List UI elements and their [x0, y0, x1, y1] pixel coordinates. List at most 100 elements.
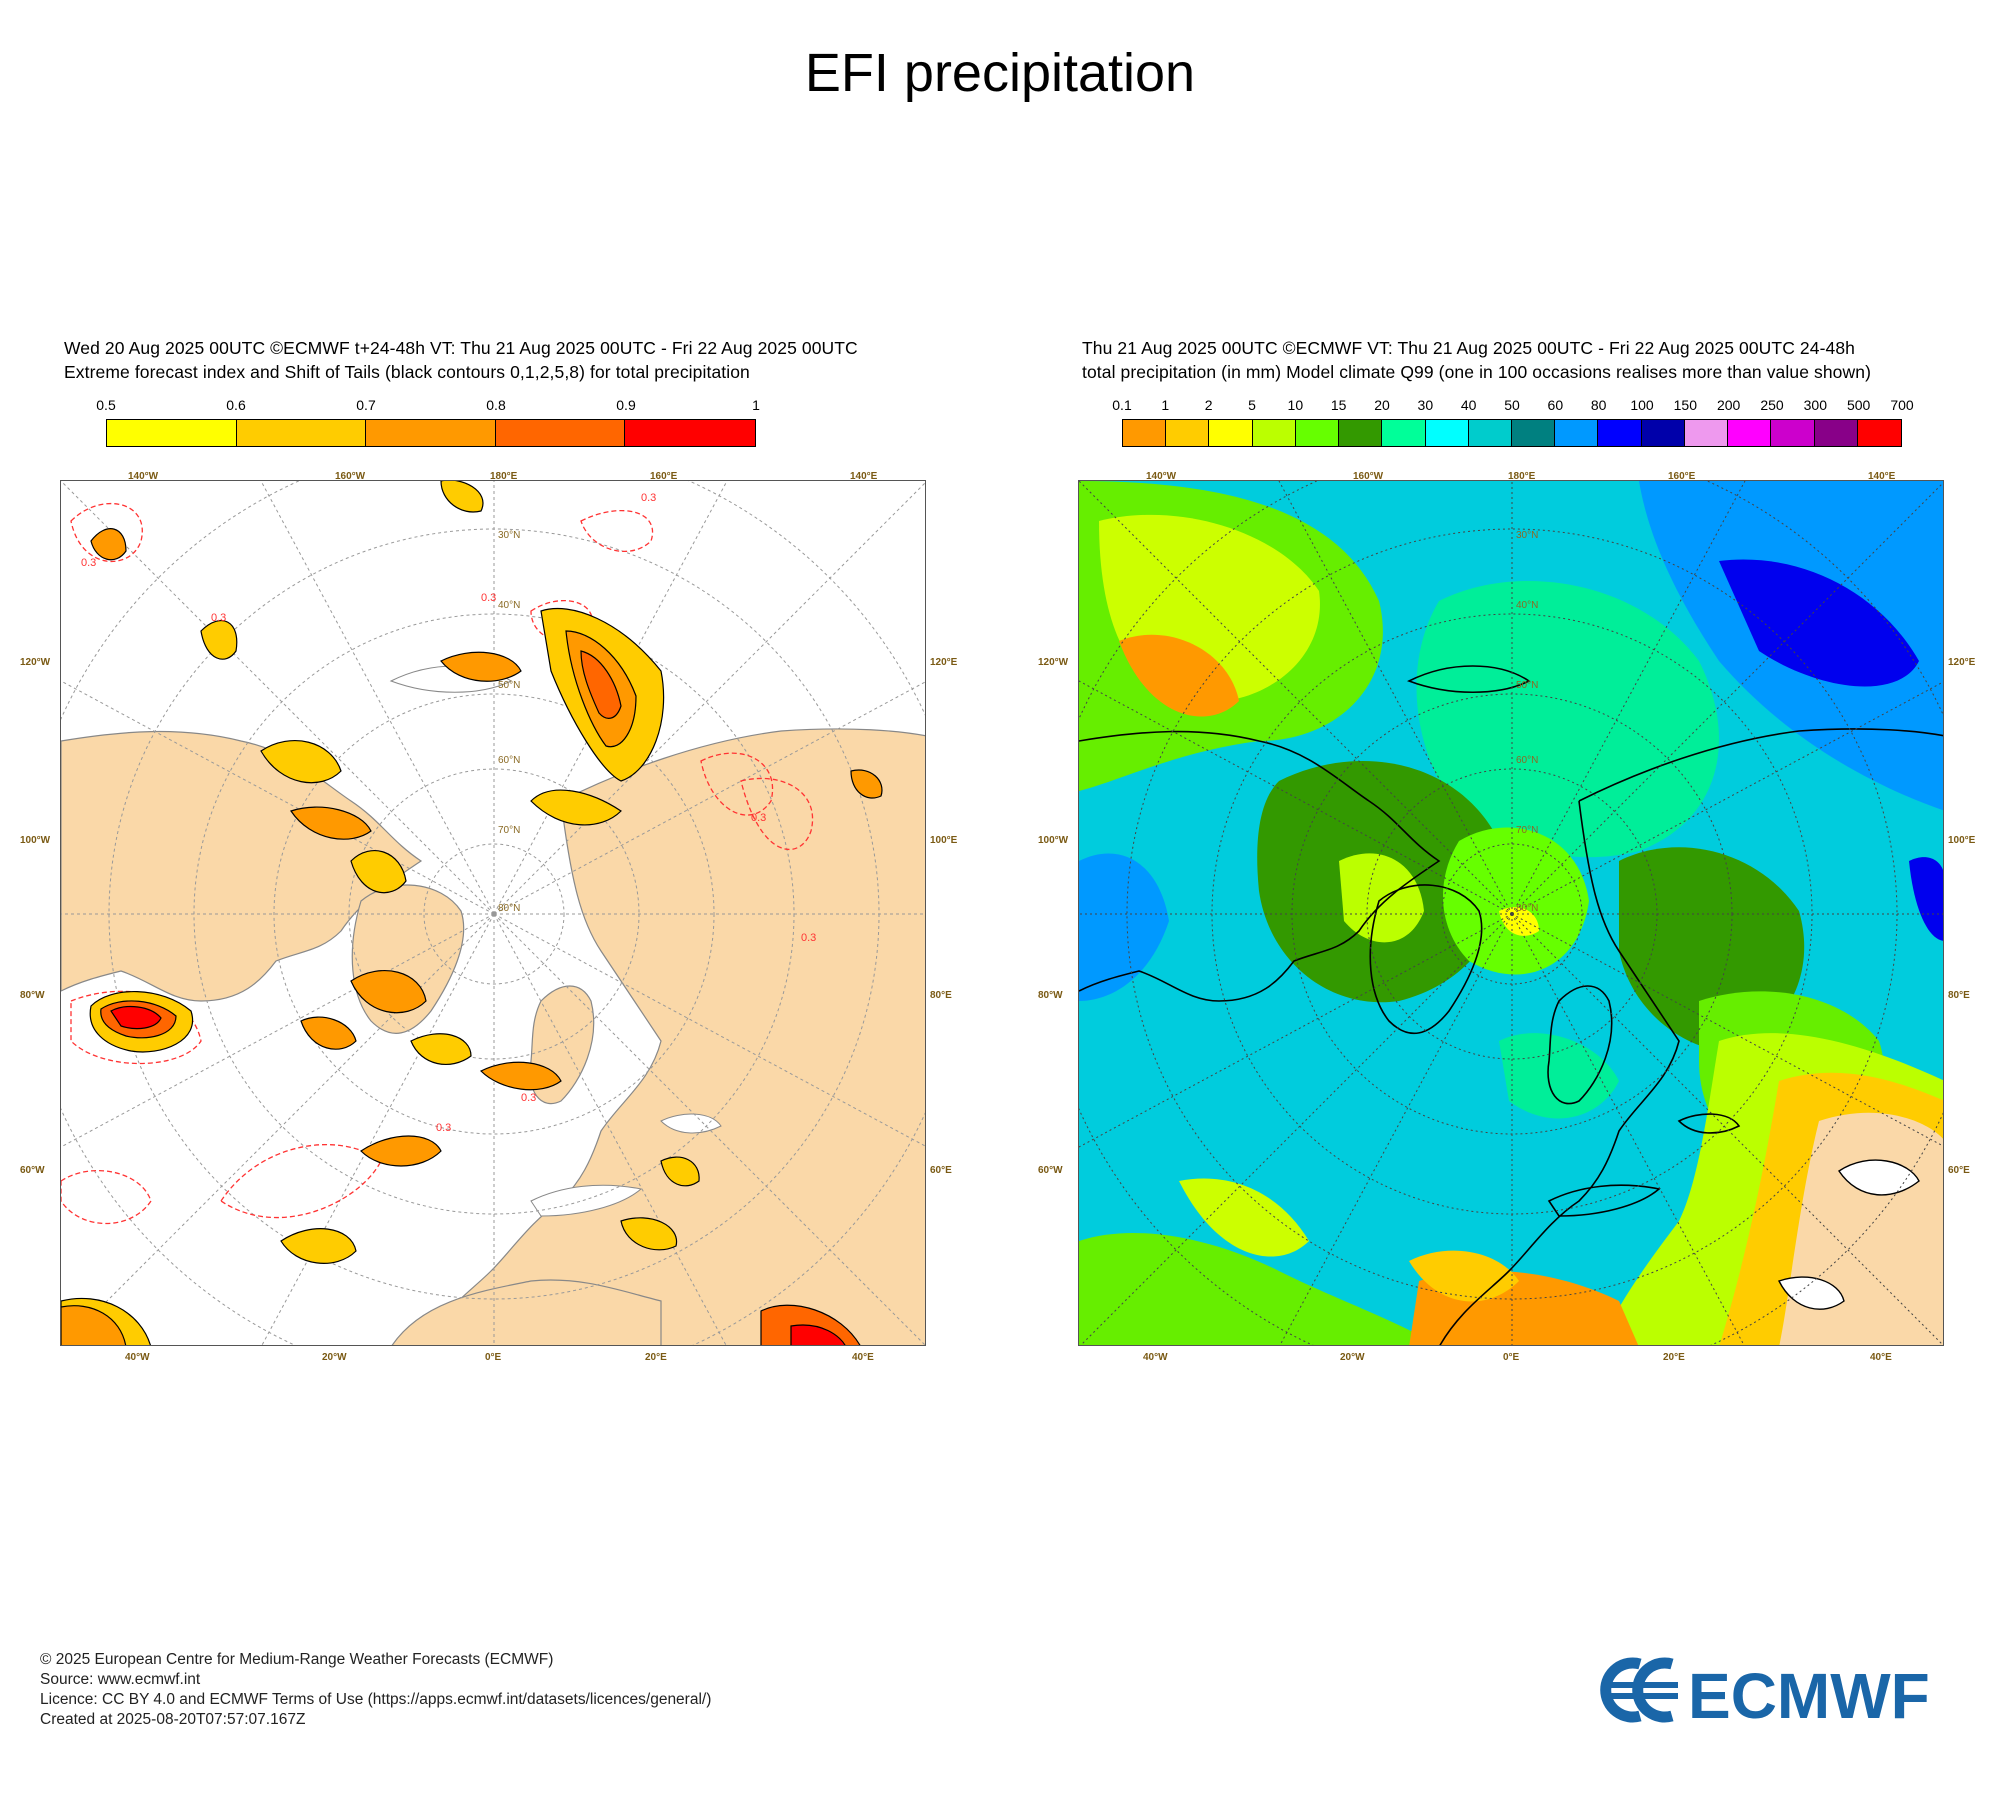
colorbar-cell: [1511, 420, 1556, 446]
contour-label: 0.3: [481, 592, 496, 604]
footer-source: Source: www.ecmwf.int: [40, 1671, 201, 1688]
colorbar-cell: [1555, 420, 1599, 446]
longitude-label: 40°E: [1870, 1352, 1892, 1363]
colorbar-cell: [495, 420, 626, 446]
precip-panel: Thu 21 Aug 2025 00UTC ©ECMWF VT: Thu 21 …: [1038, 335, 1975, 1363]
colorbar-label: 20: [1374, 397, 1390, 413]
ecmwf-logo: ECMWF: [1590, 1652, 1970, 1732]
precip-map: [1078, 480, 1944, 1346]
colorbar-label: 50: [1504, 397, 1520, 413]
contour-label: 0.3: [751, 812, 766, 824]
footer-copyright: © 2025 European Centre for Medium-Range …: [40, 1651, 554, 1668]
latitude-label: 30°N: [498, 530, 521, 541]
colorbar-cell: [1814, 420, 1858, 446]
longitude-label: 140°W: [128, 471, 159, 482]
colorbar-cell: [625, 420, 755, 446]
longitude-label: 160°E: [650, 471, 678, 482]
precip-colorbar: [1122, 419, 1902, 447]
colorbar-cell: [1166, 420, 1210, 446]
precip-colorbar-labels: 0.1 1 2 5 10 15 20 30 40 50 60 80 100 150 200 250 300 500…: [1112, 397, 1913, 415]
longitude-label: 40°W: [125, 1352, 150, 1363]
colorbar-cell: [1295, 420, 1340, 446]
colorbar-label: 0.6: [226, 397, 246, 413]
latitude-label: 70°N: [1516, 825, 1539, 836]
colorbar-label: 300: [1803, 397, 1828, 413]
colorbar-label: 40: [1460, 397, 1477, 413]
longitude-label: 20°W: [1340, 1352, 1365, 1363]
longitude-label: 60°E: [930, 1165, 952, 1176]
longitude-label: 80°E: [930, 990, 952, 1001]
colorbar-cell: [1468, 420, 1512, 446]
colorbar-cell: [1209, 420, 1253, 446]
latitude-label: 30°N: [1516, 530, 1539, 541]
latitude-label: 80°N: [1516, 903, 1539, 914]
longitude-label: 160°E: [1668, 471, 1696, 482]
colorbar-label: 700: [1890, 397, 1914, 413]
colorbar-label: 0.7: [356, 397, 376, 413]
colorbar-label: 10: [1287, 397, 1304, 413]
colorbar-label: 1: [1161, 397, 1170, 413]
latitude-label: 60°N: [1516, 755, 1539, 766]
colorbar-cell: [1339, 420, 1383, 446]
colorbar-cell: [1857, 420, 1901, 446]
longitude-label: 20°E: [645, 1352, 667, 1363]
colorbar-label: 0.8: [486, 397, 506, 413]
efi-map-graphic: 0.3 0.3 0.3 0.3 0.3 0.3 0.3 0.3: [61, 481, 925, 1345]
longitude-label: 140°W: [1146, 471, 1177, 482]
longitude-label: 180°E: [490, 471, 518, 482]
colorbar-label: 150: [1673, 397, 1698, 413]
longitude-label: 40°W: [1143, 1352, 1168, 1363]
efi-header-line2: Extreme forecast index and Shift of Tail…: [64, 362, 750, 382]
efi-colorbar: [106, 419, 756, 447]
colorbar-label: 500: [1846, 397, 1871, 413]
longitude-label: 160°W: [1353, 471, 1384, 482]
latitude-label: 60°N: [498, 755, 521, 766]
efi-colorbar-labels: 0.5 0.6 0.7 0.8 0.9 1: [96, 397, 760, 415]
ecmwf-logo-icon: ECMWF: [1600, 1657, 1930, 1732]
longitude-label: 180°E: [1508, 471, 1536, 482]
colorbar-label: 30: [1417, 397, 1434, 413]
longitude-label: 20°E: [1663, 1352, 1685, 1363]
longitude-label: 80°W: [1038, 990, 1063, 1001]
longitude-label: 100°E: [930, 835, 958, 846]
longitude-label: 40°E: [852, 1352, 874, 1363]
efi-header-line1: Wed 20 Aug 2025 00UTC ©ECMWF t+24-48h VT…: [64, 338, 858, 358]
colorbar-label: 2: [1204, 397, 1213, 413]
precip-header-line2: total precipitation (in mm) Model climat…: [1082, 362, 1872, 382]
colorbar-label: 15: [1330, 397, 1347, 413]
efi-map: 0.3 0.3 0.3 0.3 0.3 0.3 0.3 0.3: [60, 480, 926, 1346]
colorbar-cell: [1382, 420, 1426, 446]
colorbar-label: 1: [752, 397, 760, 413]
longitude-label: 100°W: [20, 835, 51, 846]
longitude-label: 60°W: [20, 1165, 45, 1176]
colorbar-label: 100: [1630, 397, 1654, 413]
colorbar-cell: [1598, 420, 1642, 446]
latitude-label: 70°N: [498, 825, 521, 836]
colorbar-cell: [1641, 420, 1685, 446]
longitude-label: 100°E: [1948, 835, 1976, 846]
longitude-label: 100°W: [1038, 835, 1069, 846]
colorbar-label: 0.1: [1112, 397, 1132, 413]
latitude-label: 80°N: [498, 903, 521, 914]
contour-label: 0.3: [436, 1122, 451, 1134]
contour-label: 0.3: [641, 492, 656, 504]
contour-label: 0.3: [801, 932, 816, 944]
longitude-label: 60°W: [1038, 1165, 1063, 1176]
colorbar-label: 5: [1248, 397, 1256, 413]
latitude-label: 50°N: [498, 680, 521, 691]
contour-label: 0.3: [211, 612, 226, 624]
colorbar-cell: [1123, 420, 1167, 446]
footer-created: Created at 2025-08-20T07:57:07.167Z: [40, 1711, 306, 1728]
precip-map-graphic: [1079, 481, 1943, 1345]
colorbar-label: 200: [1716, 397, 1741, 413]
longitude-label: 60°E: [1948, 1165, 1970, 1176]
colorbar-cell: [1684, 420, 1729, 446]
longitude-label: 80°W: [20, 990, 45, 1001]
footer: © 2025 European Centre for Medium-Range …: [40, 1650, 711, 1730]
longitude-label: 0°E: [1503, 1352, 1520, 1363]
colorbar-cell: [1252, 420, 1296, 446]
colorbar-cell: [1425, 420, 1469, 446]
colorbar-cell: [1771, 420, 1815, 446]
longitude-label: 120°W: [1038, 657, 1069, 668]
longitude-label: 120°E: [930, 657, 958, 668]
